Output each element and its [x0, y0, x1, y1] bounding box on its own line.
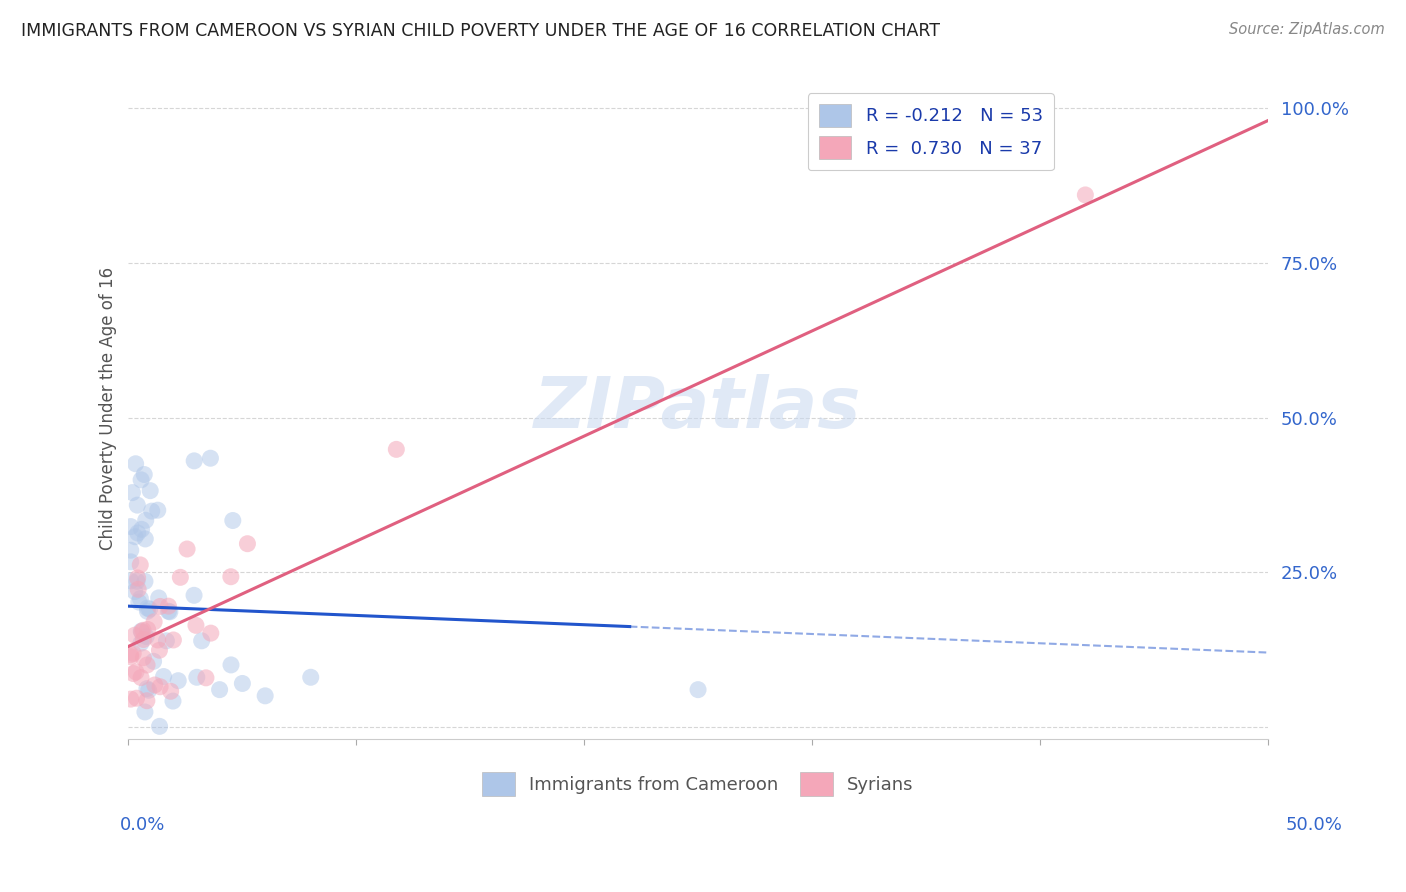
Point	[149, 680, 172, 694]
Point	[134, 574, 156, 589]
Point	[152, 669, 174, 683]
Point	[231, 676, 253, 690]
Point	[124, 457, 146, 471]
Point	[136, 658, 159, 673]
Point	[135, 513, 157, 527]
Point	[136, 604, 159, 618]
Point	[190, 633, 212, 648]
Point	[129, 591, 152, 606]
Point	[167, 673, 190, 688]
Point	[159, 605, 181, 619]
Point	[120, 649, 142, 664]
Point	[124, 530, 146, 544]
Point	[129, 473, 152, 487]
Point	[146, 632, 169, 647]
Point	[157, 604, 180, 618]
Point	[129, 671, 152, 685]
Point	[157, 599, 180, 614]
Point	[132, 624, 155, 638]
Y-axis label: Child Poverty Under the Age of 16: Child Poverty Under the Age of 16	[100, 267, 117, 549]
Point	[127, 498, 149, 512]
Point	[169, 570, 191, 584]
Point	[222, 514, 245, 528]
Point	[186, 670, 208, 684]
Point	[134, 467, 156, 482]
Point	[176, 541, 198, 556]
Point	[120, 555, 142, 569]
Point	[236, 537, 259, 551]
Point	[138, 683, 160, 698]
Point	[146, 503, 169, 517]
Point	[149, 599, 172, 614]
Point	[148, 643, 170, 657]
Point	[124, 584, 146, 599]
Point	[125, 665, 148, 679]
Text: IMMIGRANTS FROM CAMEROON VS SYRIAN CHILD POVERTY UNDER THE AGE OF 16 CORRELATION: IMMIGRANTS FROM CAMEROON VS SYRIAN CHILD…	[21, 22, 941, 40]
Point	[135, 630, 157, 644]
Point	[121, 485, 143, 500]
Point	[200, 451, 222, 466]
Point	[138, 602, 160, 616]
Point	[148, 591, 170, 605]
Point	[194, 671, 217, 685]
Point	[135, 694, 157, 708]
Point	[129, 624, 152, 639]
Point	[136, 601, 159, 615]
Point	[125, 691, 148, 706]
Text: 50.0%: 50.0%	[1286, 816, 1343, 834]
Point	[142, 654, 165, 668]
Point	[200, 626, 222, 640]
Point	[131, 624, 153, 639]
Point	[132, 632, 155, 647]
Point	[120, 692, 142, 706]
Point	[120, 519, 142, 533]
Point	[299, 670, 322, 684]
Point	[143, 615, 166, 629]
Point	[183, 454, 205, 468]
Point	[122, 646, 145, 660]
Point	[122, 666, 145, 681]
Point	[135, 681, 157, 696]
Point	[155, 633, 177, 648]
Point	[124, 628, 146, 642]
Point	[127, 526, 149, 541]
Point	[183, 588, 205, 602]
Point	[141, 504, 163, 518]
Point	[162, 694, 184, 708]
Point	[134, 532, 156, 546]
Text: Source: ZipAtlas.com: Source: ZipAtlas.com	[1229, 22, 1385, 37]
Point	[139, 483, 162, 498]
Text: 0.0%: 0.0%	[120, 816, 165, 834]
Text: ZIPatlas: ZIPatlas	[534, 374, 862, 442]
Point	[254, 689, 277, 703]
Point	[159, 684, 181, 698]
Point	[131, 522, 153, 536]
Point	[129, 636, 152, 650]
Point	[125, 574, 148, 589]
Point	[686, 682, 709, 697]
Point	[148, 719, 170, 733]
Point	[128, 595, 150, 609]
Point	[132, 650, 155, 665]
Point	[385, 442, 408, 457]
Point	[219, 657, 242, 672]
Point	[184, 618, 207, 632]
Point	[162, 632, 184, 647]
Point	[143, 678, 166, 692]
Point	[120, 648, 142, 662]
Point	[127, 571, 149, 585]
Point	[127, 582, 149, 597]
Point	[1074, 188, 1097, 202]
Point	[136, 623, 159, 637]
Point	[120, 543, 142, 558]
Point	[120, 574, 142, 588]
Legend: Immigrants from Cameroon, Syrians: Immigrants from Cameroon, Syrians	[475, 765, 921, 803]
Point	[129, 558, 152, 572]
Point	[134, 705, 156, 719]
Point	[219, 570, 242, 584]
Point	[208, 682, 231, 697]
